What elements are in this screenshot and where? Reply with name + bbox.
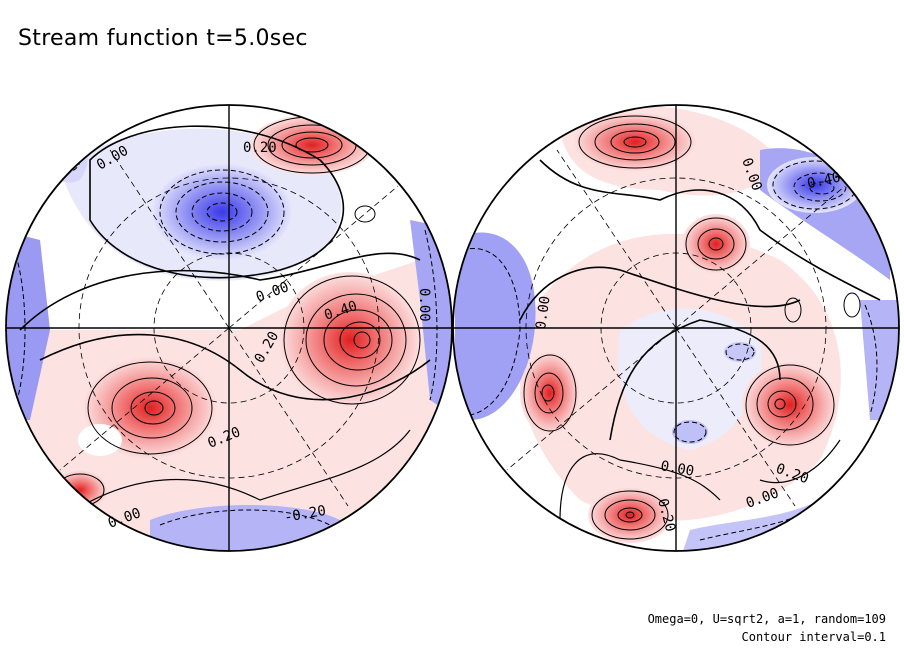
right-pos-cell-south — [588, 487, 672, 543]
left-pos-cell-east — [278, 272, 422, 408]
left-label-6: 0.00 — [416, 288, 432, 322]
left-label-9: -0.20 — [283, 503, 327, 526]
right-blue-west — [455, 232, 536, 420]
right-label-3: 0.00 — [533, 295, 554, 331]
right-label-4: 0.00 — [659, 458, 695, 480]
right-pos-cell-west — [520, 351, 580, 435]
parameters-note: Omega=0, U=sqrt2, a=1, random=109 — [647, 612, 886, 626]
right-pos-cell-north — [573, 112, 697, 172]
left-label-1: 0.20 — [243, 140, 277, 156]
right-pos-cell-east — [742, 361, 838, 449]
left-hemisphere: 0.20 0.00 0.00 0.40 0.20 0.00 0.20 0.00 … — [5, 104, 453, 552]
left-neg-cell-north — [152, 164, 292, 260]
plot-title: Stream function t=5.0sec — [18, 26, 308, 51]
right-hemisphere: 0.00 -0.40 0.00 0.00 0.20 0.00 0.20 — [452, 104, 900, 552]
contour-interval-note: Contour interval=0.1 — [741, 630, 887, 644]
right-pos-cell-center — [682, 214, 750, 274]
